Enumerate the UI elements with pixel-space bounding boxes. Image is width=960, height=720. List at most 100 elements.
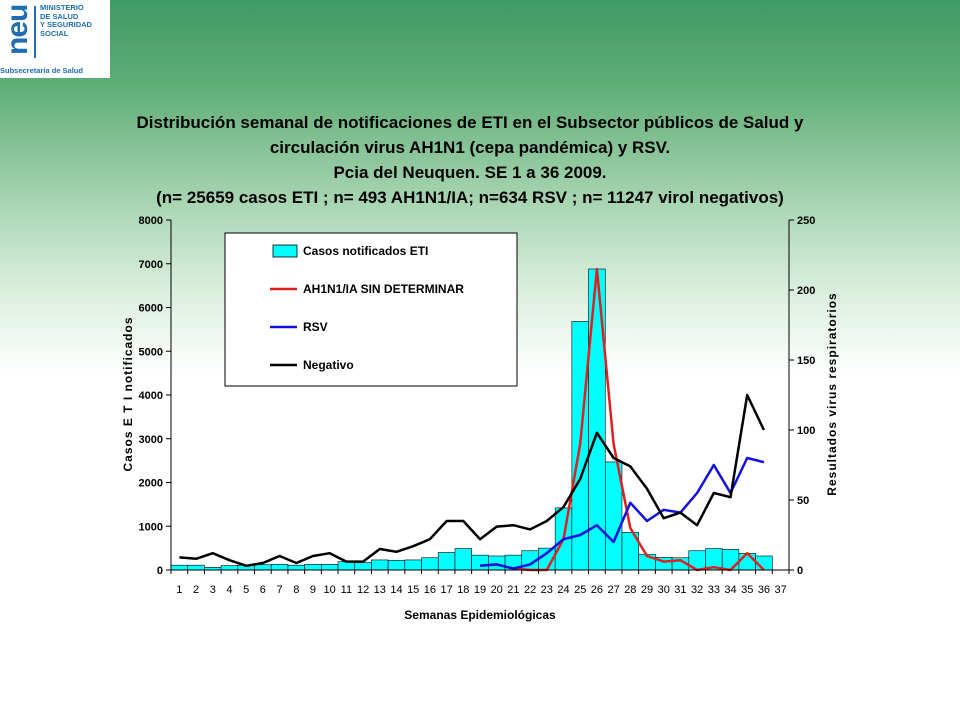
y-tick-label: 1000 xyxy=(139,521,163,533)
bar-eti-week xyxy=(354,562,372,571)
legend: Casos notificados ETI AH1N1/IA SIN DETERM… xyxy=(224,232,518,387)
x-tick-label: 28 xyxy=(624,584,636,596)
x-tick-label: 25 xyxy=(574,584,586,596)
x-axis-label: Semanas Epidemiológicas xyxy=(404,608,556,622)
x-tick-label: 14 xyxy=(390,584,402,596)
y-tick-label: 4000 xyxy=(139,390,163,402)
logo-org-line: SOCIAL xyxy=(40,28,69,38)
x-tick-label: 35 xyxy=(741,584,753,596)
line-rsv xyxy=(479,456,765,570)
x-tick-label: 22 xyxy=(524,584,536,596)
x-tick-label: 9 xyxy=(310,584,316,596)
logo-org-name: MINISTERIO DE SALUD Y SEGURIDAD SOCIAL xyxy=(40,3,110,38)
x-tick-label: 11 xyxy=(341,584,352,596)
bar-eti-week xyxy=(287,564,305,571)
x-tick-label: 13 xyxy=(374,584,386,596)
x-tick-label: 15 xyxy=(407,584,419,596)
x-tick-label: 24 xyxy=(557,584,569,596)
line-negativo xyxy=(179,393,766,568)
x-tick-label: 12 xyxy=(357,584,369,596)
y-tick-label: 5000 xyxy=(139,346,163,358)
x-tick-label: 5 xyxy=(243,584,249,596)
y2-tick-label: 0 xyxy=(797,565,803,577)
x-tick-label: 20 xyxy=(491,584,503,596)
bar-eti-week xyxy=(254,564,272,571)
plot-area xyxy=(170,267,773,572)
x-tick-label: 3 xyxy=(210,584,216,596)
bar-eti-week xyxy=(270,564,289,571)
x-tick-label: 16 xyxy=(424,584,436,596)
x-tick-label: 29 xyxy=(641,584,653,596)
y2-tick-label: 100 xyxy=(797,425,815,437)
logo-divider xyxy=(34,6,36,58)
x-tick-label: 2 xyxy=(193,584,199,596)
y-tick-label: 2000 xyxy=(139,478,163,490)
y-tick-label: 0 xyxy=(157,565,163,577)
y2-axis-label: Resultados virus respiratorios xyxy=(825,292,839,495)
x-tick-label: 19 xyxy=(474,584,486,596)
x-tick-label: 23 xyxy=(541,584,553,596)
bar-eti-week xyxy=(187,564,205,571)
x-tick-label: 36 xyxy=(758,584,770,596)
axes: 0 1000 2000 3000 4000 5000 6000 7000 8000 0 50 100 1… xyxy=(139,215,816,596)
x-tick-label: 27 xyxy=(607,584,619,596)
x-tick-label: 18 xyxy=(457,584,469,596)
legend-label: Negativo xyxy=(303,358,354,372)
bar-eti-week xyxy=(454,548,472,571)
x-tick-label: 34 xyxy=(724,584,736,596)
x-tick-label: 7 xyxy=(277,584,283,596)
y2-tick-label: 50 xyxy=(797,495,809,507)
bar-eti-week xyxy=(738,553,756,571)
y-axis-label: Casos E T I notificados xyxy=(121,316,135,471)
chart-title-line: circulación virus AH1N1 (cepa pandémica)… xyxy=(270,138,670,157)
legend-label: Casos notificados ETI xyxy=(303,244,428,258)
x-tick-label: 32 xyxy=(691,584,703,596)
logo-org-line: DE SALUD xyxy=(40,11,79,21)
legend-label: AH1N1/IA SIN DETERMINAR xyxy=(303,282,464,296)
bar-eti-week xyxy=(437,552,456,571)
bar-eti-week xyxy=(404,559,422,571)
bar-eti-week xyxy=(371,559,389,571)
bar-eti-week xyxy=(304,564,322,571)
y-tick-label: 7000 xyxy=(139,259,163,271)
ministry-logo: neu MINISTERIO DE SALUD Y SEGURIDAD SOCI… xyxy=(0,0,110,78)
bar-eti-week xyxy=(387,560,406,571)
x-tick-label: 8 xyxy=(293,584,299,596)
bar-eti-week xyxy=(321,564,339,571)
bar-eti-week xyxy=(170,564,189,571)
y-tick-label: 3000 xyxy=(139,434,163,446)
x-tick-label: 1 xyxy=(176,584,182,596)
bar-eti-week xyxy=(421,557,439,571)
legend-label: RSV xyxy=(303,320,328,334)
chart-title: Distribución semanal de notificaciones d… xyxy=(137,113,804,207)
bar-eti-week xyxy=(488,555,506,571)
x-tick-label: 4 xyxy=(226,584,232,596)
logo-org-line: Y SEGURIDAD xyxy=(40,20,92,30)
x-tick-label: 26 xyxy=(591,584,603,596)
legend-swatch-bar xyxy=(272,244,298,258)
bar-eti-week xyxy=(721,549,740,571)
y-tick-label: 6000 xyxy=(139,303,163,315)
x-tick-label: 33 xyxy=(708,584,720,596)
x-tick-label: 17 xyxy=(440,584,452,596)
y2-tick-label: 150 xyxy=(797,355,815,367)
y2-tick-label: 250 xyxy=(797,215,815,227)
chart-title-line: Distribución semanal de notificaciones d… xyxy=(137,113,804,132)
bar-eti-week xyxy=(471,554,489,571)
x-tick-label: 30 xyxy=(658,584,670,596)
x-tick-label: 10 xyxy=(324,584,336,596)
legend-box xyxy=(224,232,518,387)
y2-tick-label: 200 xyxy=(797,285,815,297)
y-tick-label: 8000 xyxy=(139,215,163,227)
logo-subtitle: Subsecretaría de Salud xyxy=(0,66,83,75)
chart-title-line: (n= 25659 casos ETI ; n= 493 AH1N1/IA; n… xyxy=(156,188,784,207)
bar-eti-week xyxy=(337,561,356,571)
x-tick-label: 37 xyxy=(775,584,787,596)
x-tick-label: 6 xyxy=(260,584,266,596)
logo-org-line: MINISTERIO xyxy=(40,3,84,12)
bar-eti-week xyxy=(220,565,239,571)
x-tick-label: 31 xyxy=(674,584,686,596)
chart-title-line: Pcia del Neuquen. SE 1 a 36 2009. xyxy=(333,163,606,182)
x-tick-label: 21 xyxy=(507,584,519,596)
